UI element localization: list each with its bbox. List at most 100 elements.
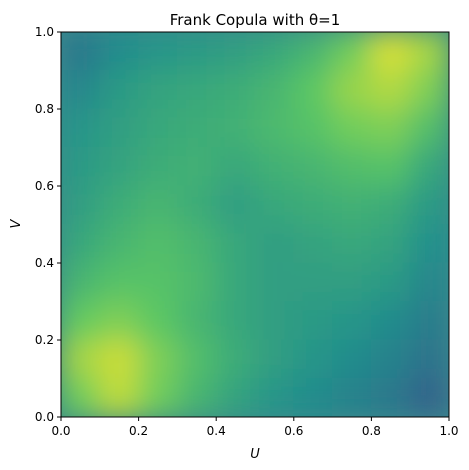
heatmap-cell bbox=[370, 339, 411, 379]
heatmap-cell bbox=[254, 339, 295, 379]
heatmap-cell bbox=[176, 147, 217, 187]
heatmap-cell bbox=[293, 185, 334, 225]
heatmap-cell bbox=[215, 185, 256, 225]
heatmap-cell bbox=[138, 32, 178, 71]
heatmap-cell bbox=[176, 108, 217, 148]
heatmap-cell bbox=[99, 147, 140, 187]
y-axis-label: V bbox=[9, 218, 24, 228]
heatmap-cell bbox=[332, 70, 372, 110]
heatmap-cell bbox=[176, 378, 217, 417]
heatmap-cell bbox=[138, 262, 178, 302]
x-axis: 0.0 0.2 0.4 0.6 0.8 1.0 bbox=[51, 417, 459, 438]
heatmap-cell bbox=[215, 301, 256, 341]
y-tick-label: 1.0 bbox=[35, 25, 54, 39]
heatmap-cell bbox=[409, 378, 449, 417]
heatmap-cell bbox=[293, 262, 334, 302]
heatmap-cell bbox=[99, 301, 140, 341]
heatmap-cells bbox=[61, 32, 449, 417]
heatmap-cell bbox=[370, 301, 411, 341]
heatmap-cell bbox=[176, 262, 217, 302]
y-tick-label: 0.8 bbox=[35, 102, 54, 116]
heatmap-cell bbox=[254, 224, 295, 264]
heatmap-cell bbox=[370, 32, 411, 71]
y-tick-label: 0.6 bbox=[35, 179, 54, 193]
heatmap-cell bbox=[61, 32, 101, 71]
heatmap-cell bbox=[176, 224, 217, 264]
heatmap-cell bbox=[409, 70, 449, 110]
heatmap-cell bbox=[215, 224, 256, 264]
heatmap-cell bbox=[61, 378, 101, 417]
heatmap-cell bbox=[176, 185, 217, 225]
heatmap-cell bbox=[293, 301, 334, 341]
heatmap-cell bbox=[99, 185, 140, 225]
heatmap-cell bbox=[409, 147, 449, 187]
heatmap-cell bbox=[254, 32, 295, 71]
heatmap-cell bbox=[332, 185, 372, 225]
heatmap-cell bbox=[370, 262, 411, 302]
heatmap-cell bbox=[370, 185, 411, 225]
heatmap-cell bbox=[409, 108, 449, 148]
chart-title: Frank Copula with θ=1 bbox=[170, 11, 341, 29]
heatmap-cell bbox=[293, 339, 334, 379]
heatmap-cell bbox=[293, 224, 334, 264]
y-axis: 0.0 0.2 0.4 0.6 0.8 1.0 bbox=[35, 25, 61, 424]
heatmap-cell bbox=[99, 262, 140, 302]
heatmap-cell bbox=[61, 147, 101, 187]
heatmap-cell bbox=[61, 301, 101, 341]
heatmap-cell bbox=[409, 262, 449, 302]
heatmap-cell bbox=[138, 339, 178, 379]
heatmap-cell bbox=[409, 32, 449, 71]
y-tick-label: 0.2 bbox=[35, 333, 54, 347]
heatmap-cell bbox=[215, 147, 256, 187]
heatmap-cell bbox=[215, 339, 256, 379]
x-axis-label: U bbox=[250, 447, 260, 462]
x-tick-label: 1.0 bbox=[439, 424, 458, 438]
heatmap-cell bbox=[254, 262, 295, 302]
heatmap-cell bbox=[254, 147, 295, 187]
heatmap-cell bbox=[99, 378, 140, 417]
heatmap-cell bbox=[332, 224, 372, 264]
heatmap-cell bbox=[370, 224, 411, 264]
heatmap-cell bbox=[215, 262, 256, 302]
heatmap-cell bbox=[332, 32, 372, 71]
heatmap-cell bbox=[332, 339, 372, 379]
heatmap-cell bbox=[138, 108, 178, 148]
heatmap-cell bbox=[254, 185, 295, 225]
heatmap-cell bbox=[332, 378, 372, 417]
x-tick-label: 0.0 bbox=[51, 424, 70, 438]
heatmap-cell bbox=[138, 185, 178, 225]
x-tick-label: 0.4 bbox=[207, 424, 226, 438]
heatmap-cell bbox=[99, 339, 140, 379]
heatmap-cell bbox=[293, 70, 334, 110]
y-tick-label: 0.4 bbox=[35, 256, 54, 270]
x-tick-label: 0.2 bbox=[129, 424, 148, 438]
heatmap-cell bbox=[138, 147, 178, 187]
heatmap-cell bbox=[61, 185, 101, 225]
heatmap-cell bbox=[332, 108, 372, 148]
heatmap-cell bbox=[332, 301, 372, 341]
heatmap-cell bbox=[254, 108, 295, 148]
heatmap-cell bbox=[370, 378, 411, 417]
heatmap-cell bbox=[293, 108, 334, 148]
heatmap-cell bbox=[138, 301, 178, 341]
heatmap-cell bbox=[61, 339, 101, 379]
heatmap-cell bbox=[176, 70, 217, 110]
heatmap-cell bbox=[138, 378, 178, 417]
heatmap-cell bbox=[138, 70, 178, 110]
heatmap-cell bbox=[215, 108, 256, 148]
heatmap-cell bbox=[254, 378, 295, 417]
heatmap-cell bbox=[61, 224, 101, 264]
heatmap-cell bbox=[61, 108, 101, 148]
heatmap-cell bbox=[254, 301, 295, 341]
heatmap-cell bbox=[370, 108, 411, 148]
heatmap-cell bbox=[293, 32, 334, 71]
heatmap-cell bbox=[409, 224, 449, 264]
heatmap-cell bbox=[293, 147, 334, 187]
heatmap-cell bbox=[293, 378, 334, 417]
heatmap-cell bbox=[61, 262, 101, 302]
x-tick-label: 0.6 bbox=[284, 424, 303, 438]
heatmap-cell bbox=[99, 32, 140, 71]
heatmap-cell bbox=[138, 224, 178, 264]
heatmap-cell bbox=[370, 147, 411, 187]
